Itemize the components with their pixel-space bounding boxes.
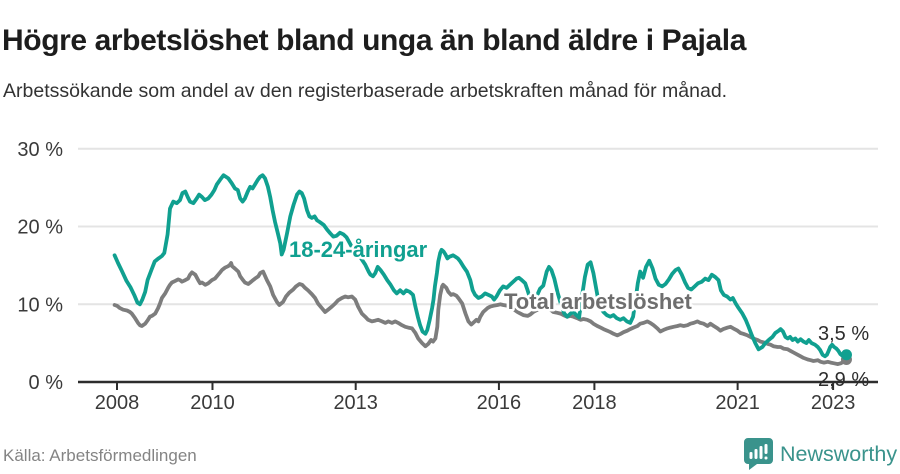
series-label-total: Total arbetslöshet: [504, 289, 693, 314]
series-line-young: [112, 173, 849, 359]
y-tick-label: 20 %: [17, 217, 63, 239]
page-subtitle: Arbetssökande som andel av den registerb…: [3, 79, 728, 102]
x-tick-label: 2008: [95, 392, 140, 414]
y-tick-label: 0 %: [29, 372, 64, 394]
x-tick-label: 2021: [715, 392, 760, 414]
x-tick-label: 2016: [477, 392, 522, 414]
x-tick-label: 2013: [333, 392, 378, 414]
end-value-label-young: 3,5 %: [818, 323, 869, 345]
y-tick-label: 10 %: [17, 294, 63, 316]
page-title: Högre arbetslöshet bland unga än bland ä…: [2, 24, 746, 58]
series-line-total: [112, 261, 849, 366]
y-tick-label: 30 %: [17, 139, 63, 161]
newsworthy-icon: [744, 438, 773, 470]
end-value-label-total: 2,9 %: [818, 369, 869, 391]
series-label-young: 18-24-åringar: [289, 237, 428, 262]
source-note: Källa: Arbetsförmedlingen: [3, 446, 197, 465]
x-tick-label: 2010: [190, 392, 235, 414]
series-end-dot-young: [840, 349, 852, 361]
x-tick-label: 2023: [811, 392, 856, 414]
x-tick-label: 2018: [572, 392, 617, 414]
newsworthy-wordmark: Newsworthy: [780, 441, 898, 466]
newsworthy-logo: Newsworthy: [744, 438, 897, 470]
